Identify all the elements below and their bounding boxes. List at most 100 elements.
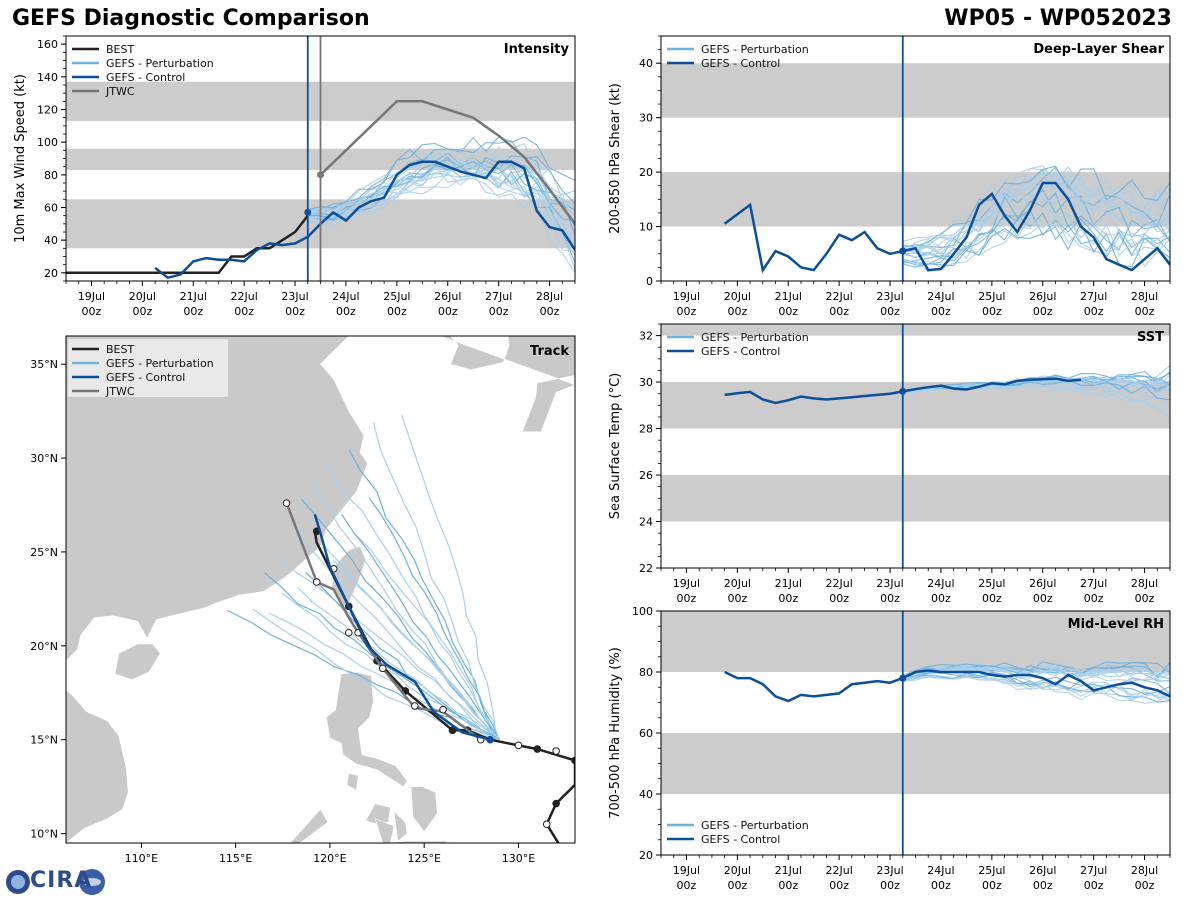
x-tick-label-hour: 00z	[778, 879, 798, 892]
perturbation-member-line	[902, 672, 1170, 695]
y-axis-label: 10m Max Wind Speed (kt)	[13, 74, 28, 243]
x-tick-label-hour: 00z	[489, 305, 509, 318]
perturbation-member-line	[307, 136, 575, 212]
korea-japan-land	[439, 336, 575, 433]
x-tick-label-hour: 00z	[778, 592, 798, 605]
perturbation-member-line	[902, 222, 1170, 273]
x-tick-label-hour: 00z	[82, 305, 102, 318]
perturbation-track-line	[321, 543, 499, 739]
shaded-band	[661, 172, 1170, 227]
perturbation-member-line	[902, 222, 1170, 268]
x-tick-label: 22Jul	[826, 577, 853, 590]
y-tick-label: 32	[639, 330, 653, 343]
x-tick-label-hour: 00z	[880, 305, 900, 318]
legend-label-best: BEST	[106, 43, 134, 56]
control-init-marker	[304, 208, 312, 216]
shaded-band	[661, 324, 1170, 336]
y-tick-label: 60	[44, 202, 58, 215]
control-track-marker	[486, 735, 494, 744]
perturbation-member-line	[902, 212, 1170, 266]
x-tick-label-hour: 00z	[982, 305, 1002, 318]
y-tick-label: 100	[632, 605, 653, 618]
x-tick-label: 26Jul	[1029, 864, 1056, 877]
shaded-band	[661, 475, 1170, 522]
panel-title: SST	[1137, 330, 1164, 345]
jtwc-track-marker	[312, 578, 321, 586]
panel-title: Track	[530, 344, 569, 359]
x-tick-label-hour: 00z	[829, 305, 849, 318]
y-tick-label: 80	[639, 666, 653, 679]
control-line	[724, 669, 1170, 703]
x-tick-label-hour: 00z	[1135, 592, 1155, 605]
lon-tick-label: 120°E	[313, 852, 346, 865]
perturbation-member-line	[902, 661, 1170, 679]
jtwc-init-marker	[317, 171, 324, 179]
best-track-marker	[552, 799, 560, 808]
x-tick-label-hour: 00z	[829, 592, 849, 605]
perturbation-member-line	[307, 140, 575, 211]
y-axis-label: 700-500 hPa Humidity (%)	[608, 647, 623, 819]
x-tick-label: 21Jul	[775, 577, 802, 590]
x-tick-label: 26Jul	[1029, 577, 1056, 590]
perturbation-member-line	[307, 160, 575, 223]
control-track-line	[313, 514, 491, 741]
map-area	[66, 336, 575, 843]
y-tick-label: 30	[639, 112, 653, 125]
x-tick-label-hour: 00z	[183, 305, 203, 318]
cira-emblem-icon	[6, 869, 105, 895]
mainland-land	[66, 336, 368, 662]
x-tick-label: 27Jul	[1080, 864, 1107, 877]
x-tick-label: 21Jul	[775, 290, 802, 303]
shaded-band	[661, 611, 1170, 672]
lon-tick-label: 110°E	[125, 852, 158, 865]
y-tick-label: 40	[44, 234, 58, 247]
best-track-open-marker	[552, 747, 560, 755]
best-track-open-marker	[542, 820, 551, 829]
x-tick-label: 26Jul	[1029, 290, 1056, 303]
y-tick-label: 20	[44, 267, 58, 280]
legend-label-pert: GEFS - Perturbation	[701, 331, 809, 344]
legend-label-best: BEST	[106, 343, 134, 356]
x-tick-label-hour: 00z	[677, 305, 697, 318]
control-init-marker	[899, 674, 907, 682]
x-tick-label-hour: 00z	[132, 305, 152, 318]
legend-label-pert: GEFS - Perturbation	[701, 43, 809, 56]
perturbation-member-line	[902, 181, 1170, 255]
x-tick-label-hour: 00z	[727, 305, 747, 318]
control-line	[723, 181, 1170, 274]
mindoro-land	[346, 773, 359, 791]
hainan-land	[114, 643, 161, 680]
y-tick-label: 140	[37, 71, 58, 84]
shaded-band	[661, 733, 1170, 794]
storm-id: WP05 - WP052023	[944, 6, 1172, 31]
legend-label-pert: GEFS - Perturbation	[701, 819, 809, 832]
x-tick-label-hour: 00z	[1084, 305, 1104, 318]
x-tick-label-hour: 00z	[982, 879, 1002, 892]
legend-label-pert: GEFS - Perturbation	[106, 57, 214, 70]
x-tick-label: 23Jul	[876, 290, 903, 303]
jtwc-track-marker	[439, 705, 447, 714]
palawan-land	[289, 808, 329, 843]
x-tick-label-hour: 00z	[285, 305, 305, 318]
y-tick-label: 22	[639, 562, 653, 575]
perturbation-member-line	[902, 675, 1170, 701]
x-tick-label: 22Jul	[826, 864, 853, 877]
x-tick-label: 25Jul	[978, 864, 1005, 877]
x-tick-label: 22Jul	[826, 290, 853, 303]
x-tick-label-hour: 00z	[931, 305, 951, 318]
x-tick-label-hour: 00z	[1084, 879, 1104, 892]
legend-label-control: GEFS - Control	[701, 345, 780, 358]
x-tick-label: 25Jul	[383, 290, 410, 303]
x-tick-label: 20Jul	[724, 864, 751, 877]
best-track-marker	[448, 726, 457, 735]
perturbation-track-line	[401, 414, 497, 739]
legend-label-jtwc: JTWC	[105, 85, 135, 98]
perturbation-track-line	[300, 498, 500, 743]
perturbation-member-line	[902, 165, 1170, 248]
x-tick-label-hour: 00z	[829, 879, 849, 892]
lat-tick-label: 35°N	[30, 358, 58, 371]
perturbation-member-line	[902, 215, 1170, 259]
y-tick-label: 60	[639, 727, 653, 740]
x-tick-label: 20Jul	[129, 290, 156, 303]
